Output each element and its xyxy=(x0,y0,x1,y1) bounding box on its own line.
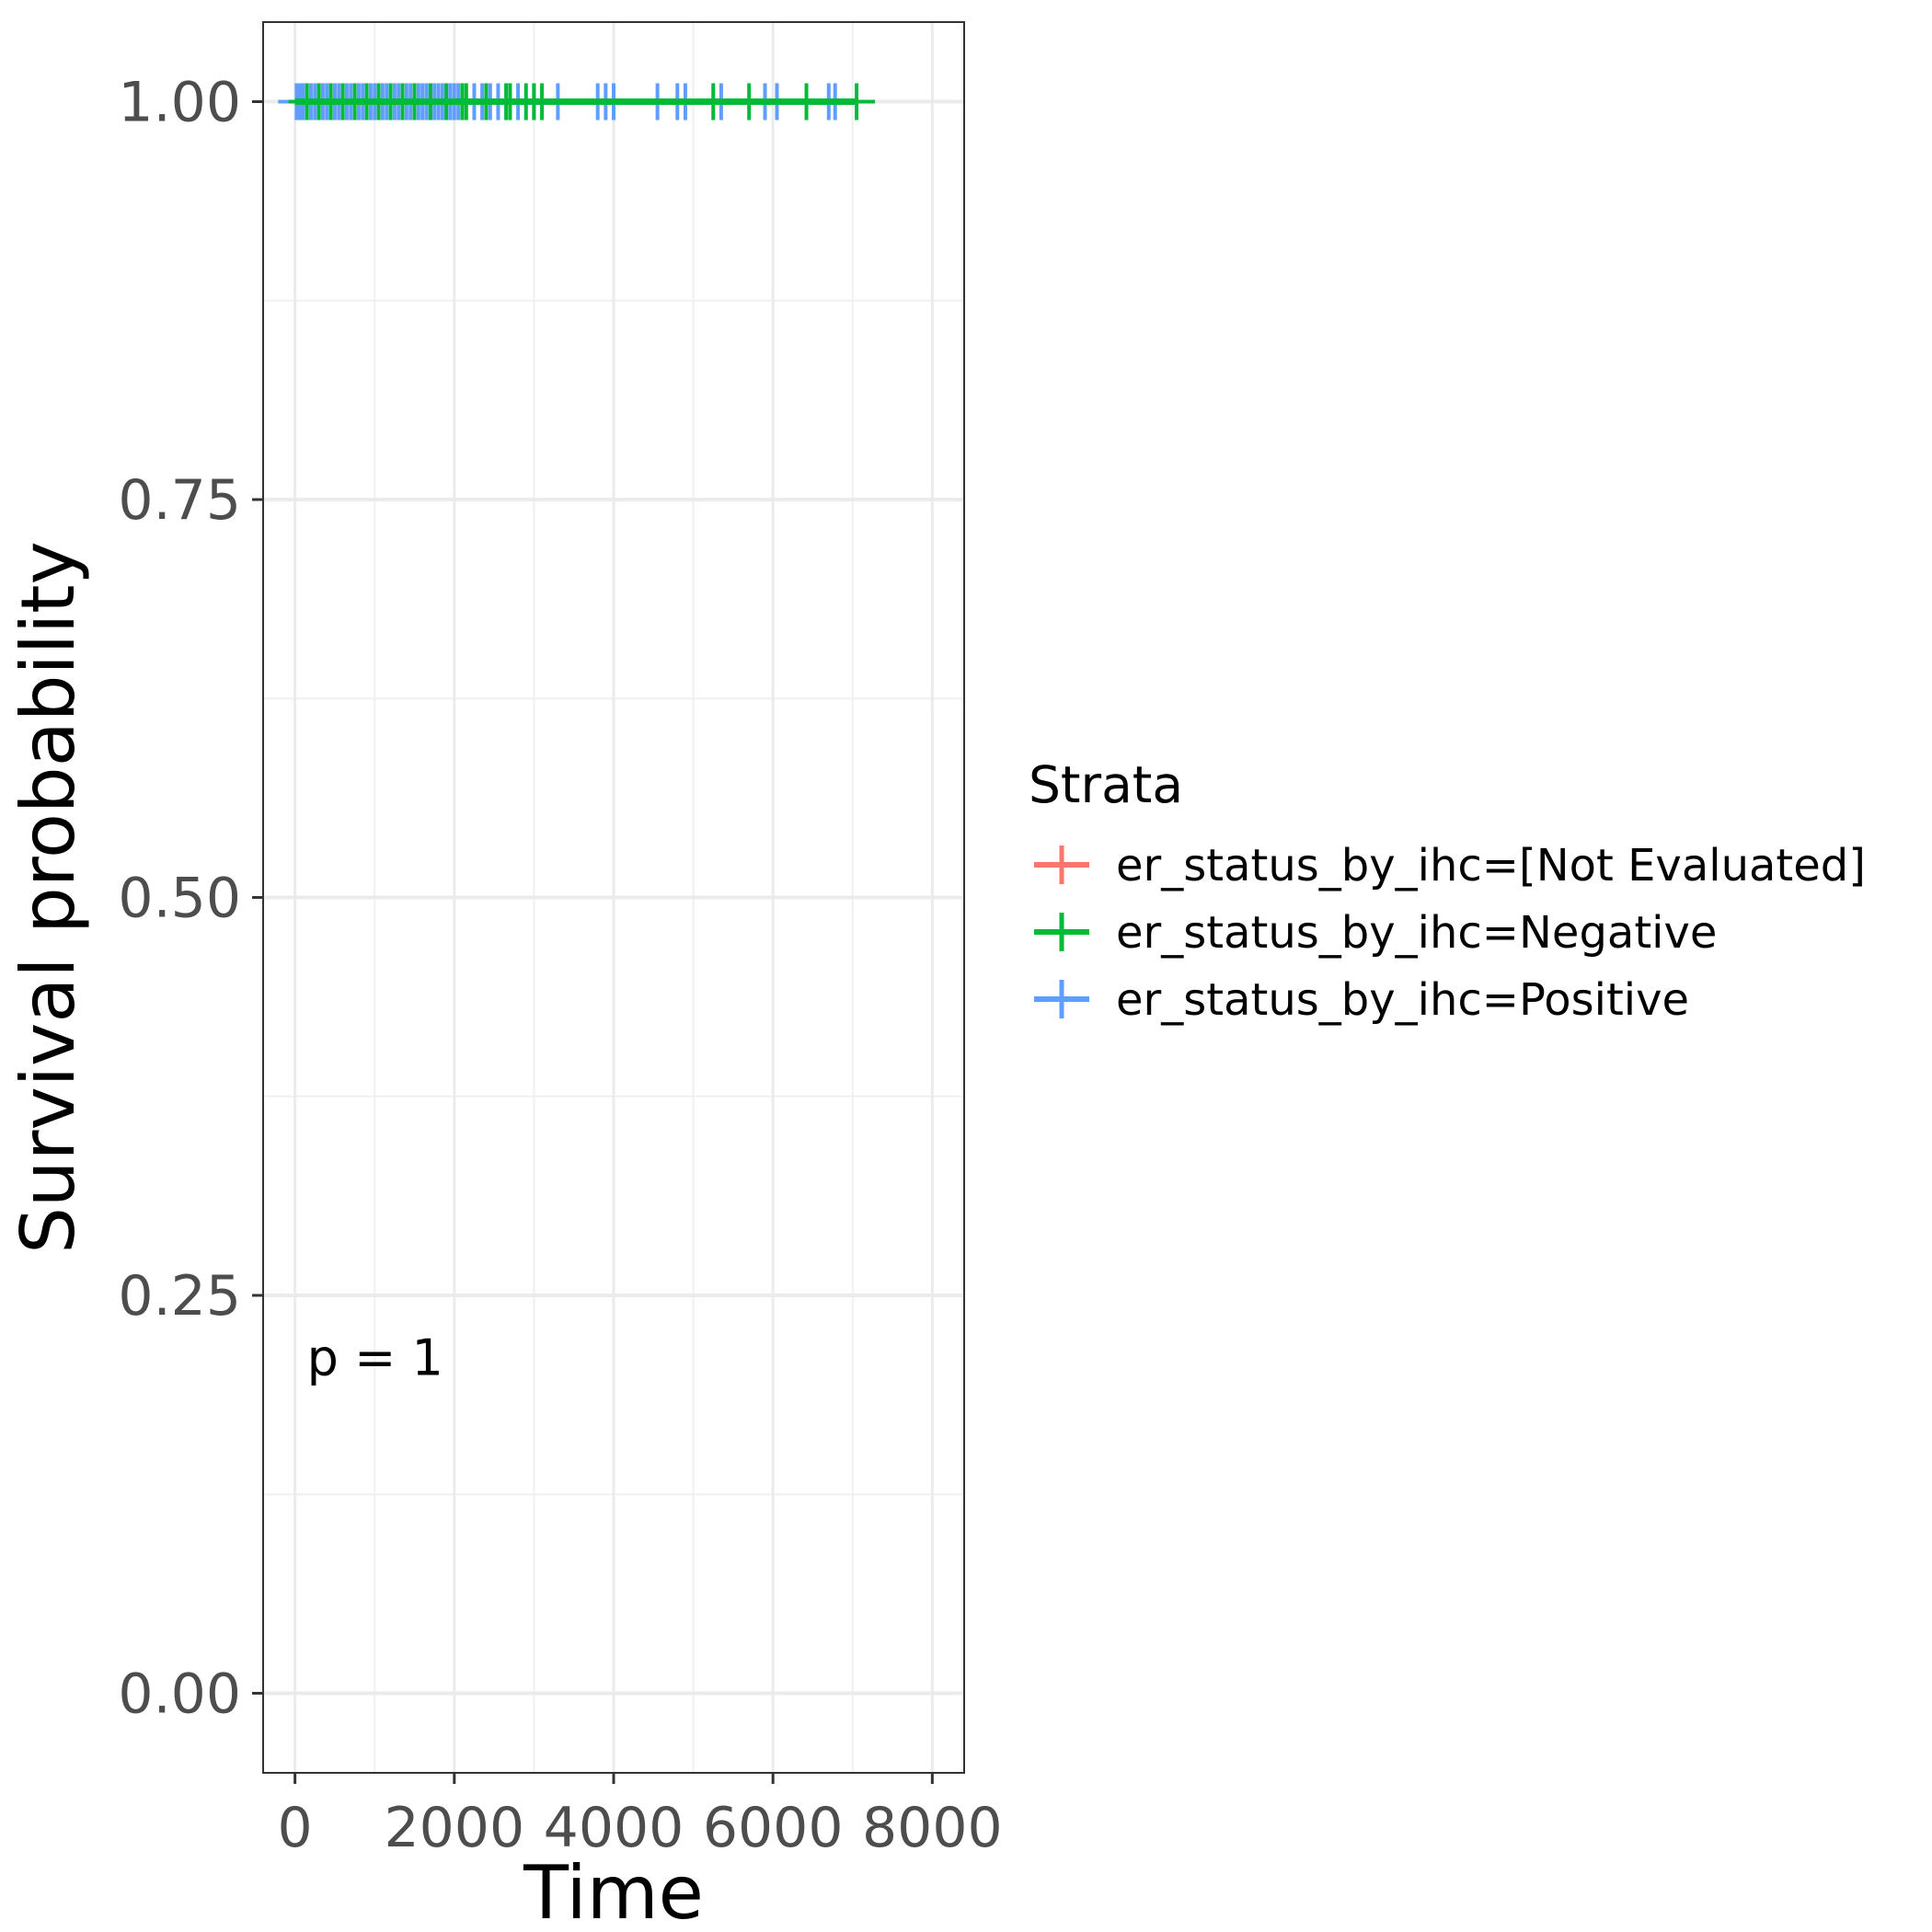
y-tick-label: 0.50 xyxy=(118,867,241,931)
legend-label: er_status_by_ihc=Negative xyxy=(1116,907,1717,959)
plot-series xyxy=(278,83,876,121)
legend-item: er_status_by_ihc=Negative xyxy=(1034,907,1717,959)
y-tick-label: 0.00 xyxy=(118,1662,241,1727)
x-tick-label: 6000 xyxy=(703,1796,844,1860)
series-2 xyxy=(288,83,876,121)
y-axis-title: Survival probability xyxy=(6,541,91,1254)
legend-item: er_status_by_ihc=Positive xyxy=(1034,974,1689,1026)
x-tick-label: 2000 xyxy=(384,1796,524,1860)
legend-label: er_status_by_ihc=[Not Evaluated] xyxy=(1116,840,1866,891)
x-tick-label: 0 xyxy=(278,1796,313,1860)
y-tick-label: 1.00 xyxy=(118,71,241,135)
y-tick-label: 0.75 xyxy=(118,468,241,533)
x-tick-label: 8000 xyxy=(862,1796,1003,1860)
legend-title: Strata xyxy=(1029,755,1183,814)
grid-lines xyxy=(263,22,964,1773)
axes: 0 2000 4000 6000 8000 0.00 0.25 0.50 0.75 1.00 xyxy=(118,71,1002,1861)
x-tick-label: 4000 xyxy=(544,1796,684,1860)
x-axis-title: Time xyxy=(523,1850,704,1932)
legend-item: er_status_by_ihc=[Not Evaluated] xyxy=(1034,840,1866,891)
legend: Strata er_status_by_ihc=[Not Evaluated] e… xyxy=(1029,755,1866,1026)
y-tick-label: 0.25 xyxy=(118,1264,241,1328)
legend-label: er_status_by_ihc=Positive xyxy=(1116,974,1689,1026)
p-value-annotation: p = 1 xyxy=(307,1329,443,1387)
